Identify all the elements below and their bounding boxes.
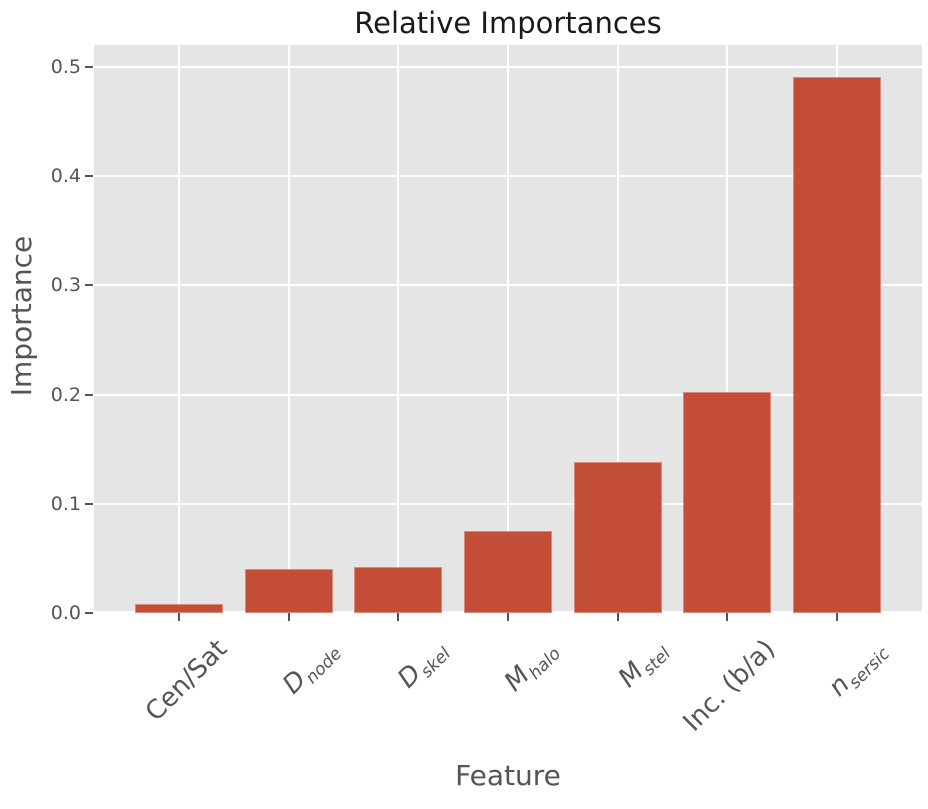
- x-tick-mark: [836, 613, 838, 621]
- y-axis-label: Importance: [5, 235, 38, 397]
- y-tick-mark: [85, 284, 93, 287]
- x-axis-label: Feature: [455, 759, 561, 792]
- bar-n-sersic: [793, 76, 881, 613]
- gridline-vertical: [287, 45, 290, 613]
- y-tick-mark: [85, 612, 93, 614]
- gridline-vertical: [397, 45, 400, 613]
- bar-m-stel: [573, 462, 662, 613]
- chart-title: Relative Importances: [354, 6, 662, 40]
- y-tick-label: 0.1: [50, 492, 81, 515]
- gridline-vertical: [507, 45, 509, 613]
- gridline-vertical: [616, 45, 619, 613]
- x-tick-mark: [178, 613, 180, 621]
- bar-inc-b-a-: [683, 392, 772, 613]
- y-tick-label: 0.3: [50, 274, 81, 297]
- y-tick-label: 0.4: [50, 165, 81, 188]
- gridline-horizontal: [94, 284, 922, 287]
- bar-d-node: [244, 569, 333, 613]
- x-tick-mark: [397, 613, 400, 621]
- gridline-horizontal: [94, 65, 922, 68]
- x-tick-mark: [507, 613, 509, 621]
- x-tick-mark: [616, 613, 619, 621]
- gridline-horizontal: [94, 393, 922, 396]
- y-tick-label: 0.0: [50, 602, 81, 624]
- x-tick-label-base: Inc. (b/a): [677, 634, 782, 738]
- y-tick-label: 0.5: [50, 55, 81, 78]
- gridline-vertical: [726, 45, 729, 613]
- x-tick-mark: [726, 613, 729, 621]
- bar-d-skel: [354, 567, 443, 613]
- gridline-horizontal: [94, 502, 922, 505]
- y-tick-mark: [85, 502, 93, 505]
- bar-cen-sat: [135, 604, 223, 613]
- y-tick-mark: [85, 175, 93, 178]
- plot-area: [94, 45, 922, 613]
- bar-m-halo: [464, 531, 552, 613]
- y-tick-mark: [85, 65, 93, 68]
- x-tick-mark: [287, 613, 290, 621]
- x-tick-label-subscript: sersic: [845, 643, 895, 693]
- y-tick-label: 0.2: [50, 383, 81, 406]
- y-tick-mark: [85, 393, 93, 396]
- x-tick-label-base: Cen/Sat: [139, 634, 234, 728]
- gridline-vertical: [178, 45, 180, 613]
- gridline-horizontal: [94, 175, 922, 178]
